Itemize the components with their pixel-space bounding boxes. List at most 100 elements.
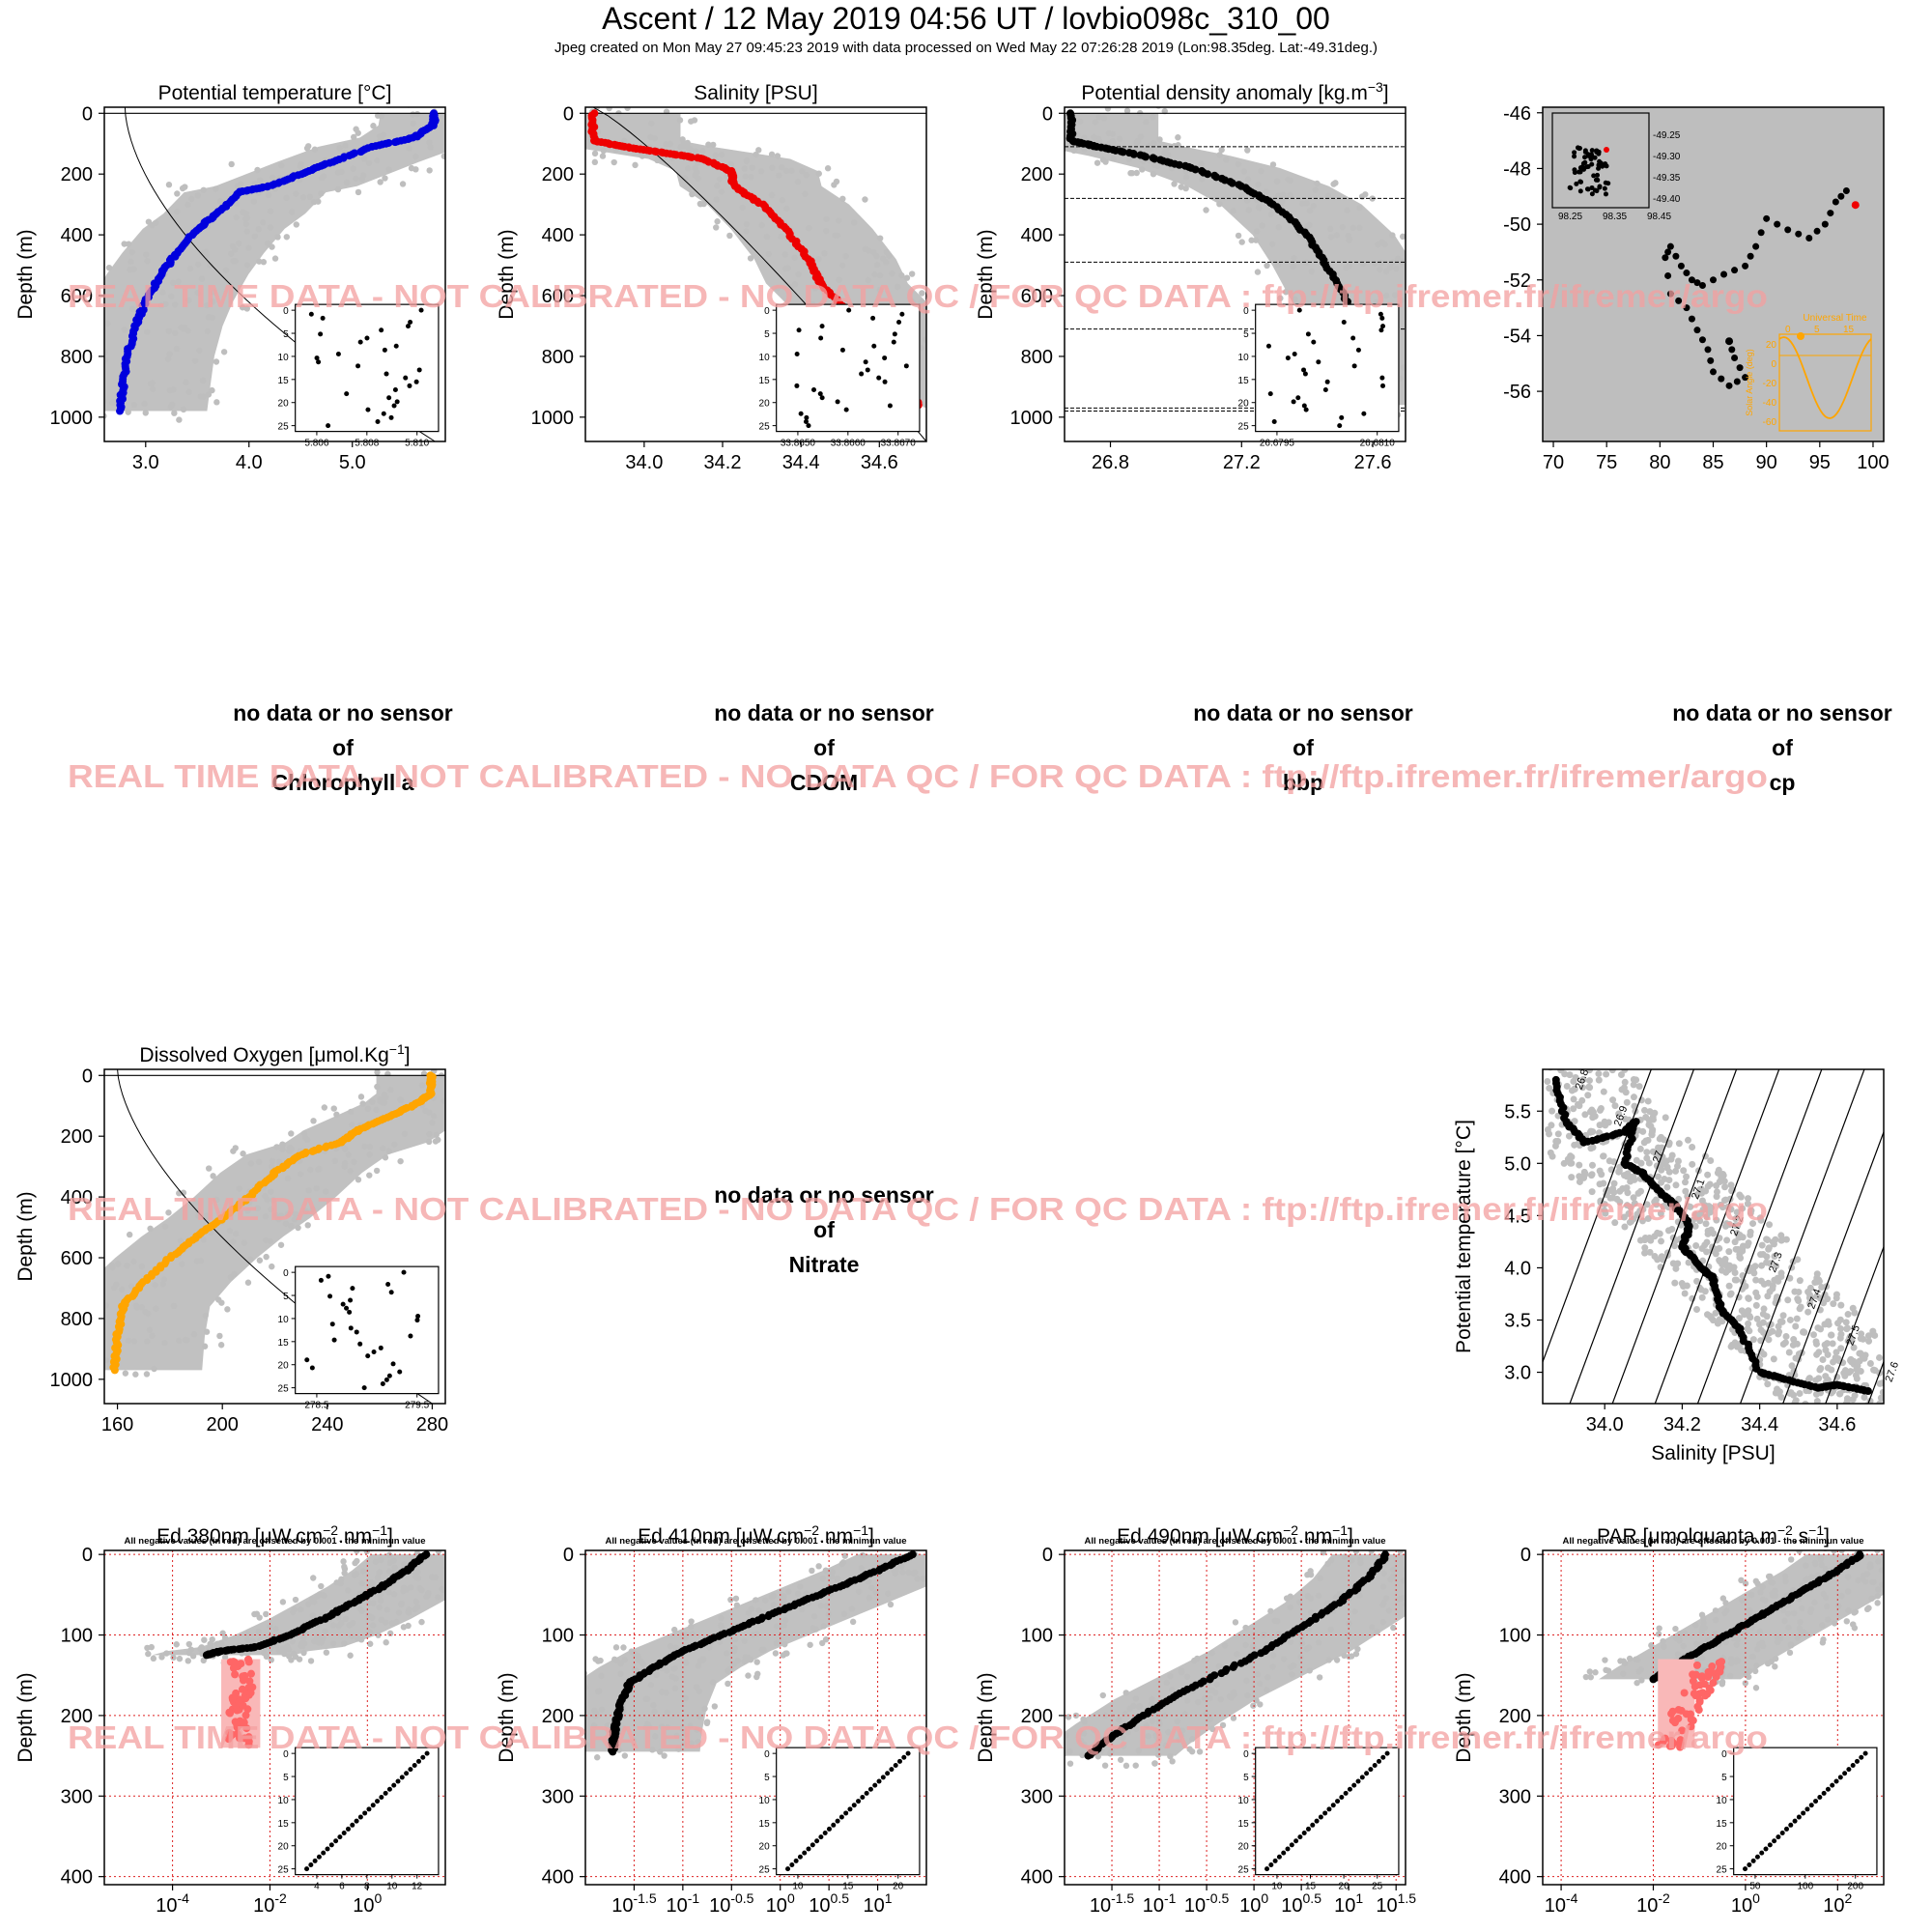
y-tick-label: 200 — [1021, 164, 1053, 185]
profile-point — [1725, 337, 1734, 346]
profile-point — [1175, 160, 1183, 169]
inset-y-tick: 25 — [1238, 1865, 1250, 1876]
inset-x-tick: 20 — [893, 1882, 904, 1892]
profile-point — [110, 1366, 119, 1375]
profile-oxygen — [109, 1071, 437, 1375]
inset-surface-profile: 5.806 5.808 5.810 0 5 10 15 20 25 — [278, 303, 440, 449]
axes-frame — [1064, 106, 1406, 442]
inset-x-tick: 10 — [1271, 1882, 1283, 1892]
panel-title: PAR [μmolquanta.m−2.s−1] — [1597, 1522, 1830, 1548]
watermarks: REAL TIME DATA - NOT CALIBRATED - NO DAT… — [68, 278, 1768, 1755]
y-tick-label: 0 — [82, 1545, 93, 1566]
y-tick-label: 200 — [542, 164, 574, 185]
profile-temperature — [116, 109, 440, 415]
y-axis-label: Depth (m) — [496, 1672, 518, 1762]
y-tick-label: 1000 — [1010, 408, 1054, 429]
profile-point — [1206, 1675, 1214, 1684]
y-tick-label: -54 — [1503, 326, 1531, 347]
profile-point — [1842, 187, 1850, 194]
inset-y-tick: 20 — [278, 1842, 290, 1853]
profile-point — [1688, 276, 1695, 284]
panel-trajectory: 70 75 80 85 90 95 100-46-48-50-52-54-56-49.25-… — [1503, 103, 1889, 473]
profile-point — [1720, 270, 1728, 278]
profile-point — [1698, 282, 1706, 290]
x-tick-label: 75 — [1596, 452, 1617, 473]
y-tick-label: 5.0 — [1504, 1153, 1531, 1175]
watermark-text: REAL TIME DATA - NOT CALIBRATED - NO DAT… — [68, 758, 1768, 794]
inset-x-tick: 33.8670 — [881, 439, 917, 449]
axes-frame — [584, 1549, 927, 1886]
x-tick-label: 34.2 — [704, 452, 742, 473]
profile-point — [1710, 368, 1717, 376]
axes-frame — [103, 1549, 446, 1886]
x-tick-label: 100.5 — [809, 1890, 849, 1917]
y-tick-label: 5.5 — [1504, 1101, 1531, 1122]
inset-map: -49.25 -49.30 -49.35 -49.40 98.25 98.35 98.45 — [1551, 112, 1681, 222]
inset-x-tick: 15 — [1305, 1882, 1317, 1892]
profile-point — [1832, 198, 1839, 206]
y-tick-label: 600 — [1021, 286, 1053, 307]
inset-x-tick: 20 — [1339, 1882, 1350, 1892]
profile-point — [1731, 267, 1739, 274]
inset-y-tick: 5 — [1243, 1773, 1249, 1783]
historical-cloud — [104, 107, 445, 423]
profile-point — [1257, 1649, 1265, 1658]
y-tick-label: 400 — [61, 225, 93, 246]
inset-sun-y-tick: -40 — [1763, 398, 1777, 409]
axes-frame — [103, 106, 446, 442]
profile-point — [308, 1147, 317, 1155]
x-tick-label: 34.6 — [861, 452, 898, 473]
y-axis-label: Depth (m) — [975, 229, 997, 319]
profile-point — [1217, 1669, 1226, 1678]
profile-point — [321, 1143, 329, 1151]
nodata-line1: no data or no sensor — [1193, 700, 1413, 725]
negative-values — [221, 1655, 261, 1749]
y-tick-label: 800 — [61, 1309, 93, 1330]
y-tick-label: 800 — [61, 347, 93, 368]
panel-title: Potential density anomaly [kg.m−3] — [1081, 79, 1388, 104]
profile-point — [1664, 248, 1672, 256]
profile-point — [1827, 210, 1834, 217]
profile-point — [1704, 346, 1712, 354]
y-tick-label: 0 — [563, 1545, 574, 1566]
profile-point — [1742, 262, 1749, 270]
profile-point — [1141, 153, 1150, 161]
profile-point — [391, 138, 400, 147]
inset-x-tick: 5.808 — [355, 439, 379, 449]
inset-y-tick: 20 — [759, 399, 771, 410]
profile-point — [356, 148, 365, 156]
inset-y-tick: 5 — [283, 329, 289, 340]
watermark-text: REAL TIME DATA - NOT CALIBRATED - NO DAT… — [68, 278, 1768, 314]
inset-y-tick: 0 — [283, 1749, 289, 1760]
x-tick-label: 102 — [1823, 1890, 1852, 1917]
inset-x-tick: 33.8650 — [781, 439, 816, 449]
nodata-variable: bbp — [1283, 770, 1323, 795]
y-tick-label: 400 — [1021, 225, 1053, 246]
inset-y-tick: 0 — [764, 306, 770, 317]
x-tick-label: 100 — [1857, 452, 1889, 473]
historical-cloud — [1544, 1069, 1884, 1404]
profile-point — [1698, 336, 1706, 344]
y-tick-label: 1000 — [50, 1370, 94, 1391]
y-tick-label: 400 — [542, 225, 574, 246]
inset-y-tick: 5 — [764, 1773, 770, 1783]
inset-x-tick: 278.5 — [304, 1401, 328, 1411]
inset-x-tick: 26.6810 — [1360, 439, 1396, 449]
profile-point — [1774, 220, 1781, 228]
y-tick-label: 200 — [1021, 1706, 1053, 1727]
inset-sun-y-label: Solar Angle (deg) — [1745, 349, 1754, 416]
profile-point — [1119, 148, 1127, 156]
profile-point — [1837, 192, 1845, 200]
nodata-line1: no data or no sensor — [714, 700, 934, 725]
x-tick-label: 4.0 — [236, 452, 263, 473]
inset-y-tick: 20 — [278, 399, 290, 410]
profile-point — [1710, 276, 1717, 284]
x-tick-label: 10-4 — [156, 1890, 189, 1917]
inset-map-x-tick: 98.35 — [1603, 212, 1627, 222]
inset-y-tick: 10 — [1717, 1796, 1728, 1806]
inset-y-tick: 10 — [1238, 353, 1250, 363]
